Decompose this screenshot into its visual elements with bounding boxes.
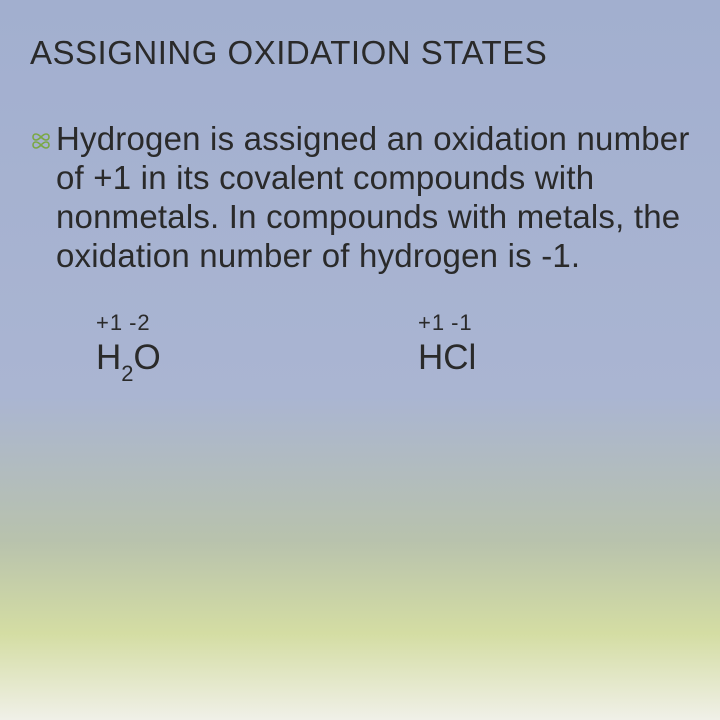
ox-value: -1 — [451, 310, 473, 335]
formula-hcl: +1-1 HCl — [418, 310, 476, 383]
formula-row: +1-2 H2O +1-1 HCl — [30, 310, 690, 383]
element-symbol: H — [96, 338, 121, 377]
page-title: ASSIGNING OXIDATION STATES — [30, 34, 690, 72]
formula-h2o: +1-2 H2O — [96, 310, 418, 383]
body-prefix: Hydrogen — [56, 120, 201, 157]
bullet-row: Hydrogen is assigned an oxidation number… — [30, 120, 690, 276]
ox-value: -2 — [129, 310, 151, 335]
formula-text-h2o: H2O — [96, 338, 418, 383]
oxidation-h2o: +1-2 — [96, 310, 418, 336]
ox-value: +1 — [96, 310, 123, 335]
element-symbol: O — [134, 338, 161, 377]
infinity-bullet-icon — [30, 124, 56, 156]
formula-text-hcl: HCl — [418, 338, 476, 378]
element-symbol: Cl — [443, 338, 476, 377]
subscript: 2 — [121, 361, 133, 386]
element-symbol: H — [418, 338, 443, 377]
slide-container: ASSIGNING OXIDATION STATES Hydrogen is a… — [0, 0, 720, 383]
ox-value: +1 — [418, 310, 445, 335]
oxidation-hcl: +1-1 — [418, 310, 476, 336]
body-paragraph: Hydrogen is assigned an oxidation number… — [56, 120, 690, 276]
